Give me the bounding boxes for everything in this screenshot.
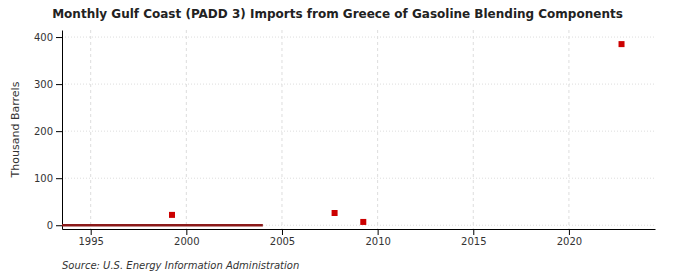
marks <box>62 41 625 225</box>
grid-line-y <box>62 131 655 132</box>
x-tick: 2020 <box>557 229 582 247</box>
x-tick-mark <box>378 229 379 235</box>
x-tick-mark <box>473 229 474 235</box>
y-tick: 0 <box>47 220 62 231</box>
x-tick-mark <box>186 229 187 235</box>
y-axis-line <box>62 31 63 230</box>
grid-line-y <box>62 84 655 85</box>
x-tick-label: 2020 <box>557 236 582 247</box>
point <box>619 41 625 47</box>
y-tick-label: 300 <box>34 79 53 90</box>
point <box>169 212 175 218</box>
x-tick-label: 2000 <box>174 236 199 247</box>
grid-line-x <box>568 30 569 229</box>
y-axis-label: Thousand Barrels <box>9 81 22 178</box>
x-tick-label: 2005 <box>270 236 295 247</box>
point <box>360 219 366 225</box>
y-tick-mark <box>56 178 62 179</box>
y-tick: 300 <box>34 79 62 90</box>
x-tick-label: 1995 <box>78 236 103 247</box>
grid-line-y <box>62 37 655 38</box>
grid <box>62 30 655 229</box>
x-tick-mark <box>91 229 92 235</box>
x-tick-label: 2010 <box>365 236 390 247</box>
x-axis: 1995 2000 2005 2010 2015 2020 <box>63 229 656 247</box>
x-tick: 2015 <box>461 229 486 247</box>
y-tick-mark <box>56 131 62 132</box>
chart: 1995 2000 2005 2010 2015 2020 0 100 200 300 400 Mon… <box>0 0 675 275</box>
y-tick-label: 100 <box>34 173 53 184</box>
x-tick-mark <box>282 229 283 235</box>
x-axis-line <box>63 229 656 230</box>
y-tick-mark <box>56 225 62 226</box>
plot: 1995 2000 2005 2010 2015 2020 0 100 200 300 400 <box>34 30 656 247</box>
y-tick-mark <box>56 37 62 38</box>
x-tick: 2000 <box>174 229 199 247</box>
y-tick-label: 0 <box>47 220 53 231</box>
grid-line-x <box>281 30 282 229</box>
line <box>62 224 263 227</box>
x-tick: 2010 <box>365 229 390 247</box>
x-tick-mark <box>569 229 570 235</box>
y-tick: 100 <box>34 173 62 184</box>
x-tick-label: 2015 <box>461 236 486 247</box>
grid-line-x <box>90 30 91 229</box>
grid-line-x <box>377 30 378 229</box>
y-tick-mark <box>56 84 62 85</box>
source: Source: U.S. Energy Information Administ… <box>62 260 299 271</box>
grid-line-y <box>62 225 655 226</box>
point <box>332 210 338 216</box>
x-tick: 2005 <box>270 229 295 247</box>
y-axis: 0 100 200 300 400 <box>34 31 63 231</box>
grid-line-x <box>473 30 474 229</box>
y-tick: 200 <box>34 126 62 137</box>
y-tick: 400 <box>34 32 62 43</box>
y-tick-label: 200 <box>34 126 53 137</box>
y-tick-label: 400 <box>34 32 53 43</box>
x-tick: 1995 <box>78 229 103 247</box>
grid-line-y <box>62 178 655 179</box>
title: Monthly Gulf Coast (PADD 3) Imports from… <box>52 7 623 21</box>
grid-line-x <box>186 30 187 229</box>
